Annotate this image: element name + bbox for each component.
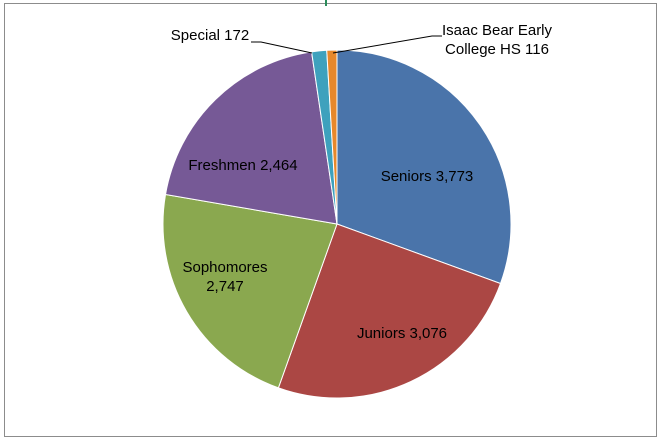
leader-line-special [251, 41, 313, 54]
pie-slice-freshmen [164, 51, 338, 225]
pie-slice-seniors [336, 49, 512, 285]
pie-slice-juniors [277, 223, 502, 399]
data-label-seniors: Seniors 3,773 [381, 168, 474, 185]
pie-slice-isaac-bear-early-college-hs [326, 49, 338, 225]
data-label-sophomores: Sophomores 2,747 [182, 259, 267, 295]
top-accent-line [325, 0, 327, 6]
data-label-freshmen: Freshmen 2,464 [188, 157, 297, 174]
pie-slice-sophomores [162, 193, 338, 389]
leader-line-isaac-bear-early-college-hs [332, 35, 442, 54]
data-label-juniors: Juniors 3,076 [357, 325, 447, 342]
data-label-special: Special 172 [171, 27, 249, 44]
data-label-isaac-bear-early-college-hs: Isaac Bear Early College HS 116 [442, 22, 553, 58]
